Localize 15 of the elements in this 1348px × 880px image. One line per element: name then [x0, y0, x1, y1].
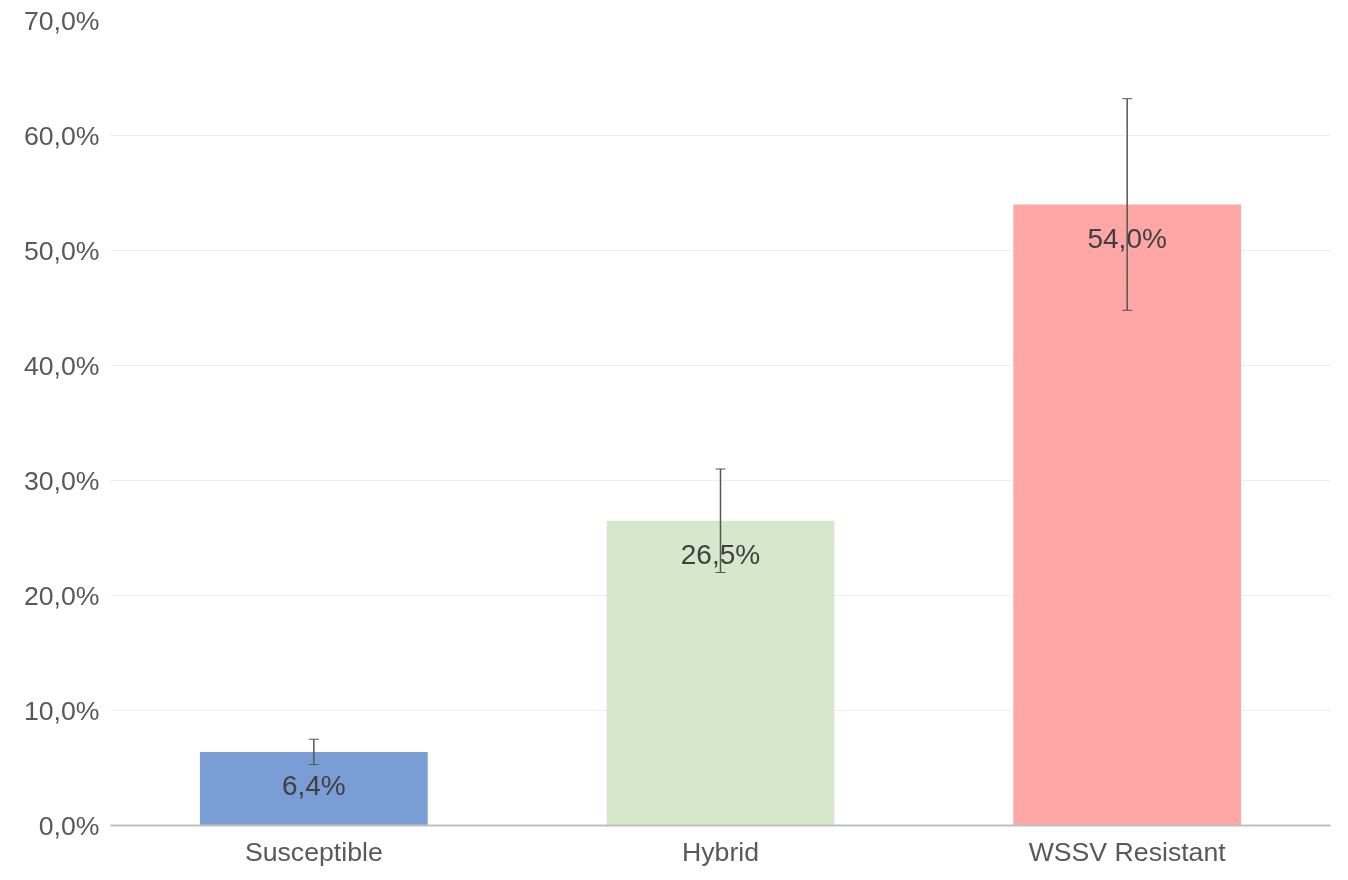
y-tick-label: 30,0% — [23, 465, 100, 496]
y-tick-label: 0,0% — [38, 810, 100, 841]
x-tick-label: Susceptible — [244, 836, 383, 867]
y-tick-label: 40,0% — [23, 350, 100, 381]
y-tick-label: 60,0% — [23, 120, 100, 151]
bar — [606, 520, 835, 826]
y-tick-label: 50,0% — [23, 235, 100, 266]
y-tick-label: 10,0% — [23, 695, 100, 726]
bar — [199, 751, 428, 826]
data-label: 6,4% — [281, 769, 346, 801]
x-tick-label: WSSV Resistant — [1028, 836, 1227, 867]
bar — [1013, 204, 1242, 826]
x-tick-label: Hybrid — [681, 836, 760, 867]
y-tick-label: 70,0% — [23, 5, 100, 36]
y-tick-label: 20,0% — [23, 580, 100, 611]
